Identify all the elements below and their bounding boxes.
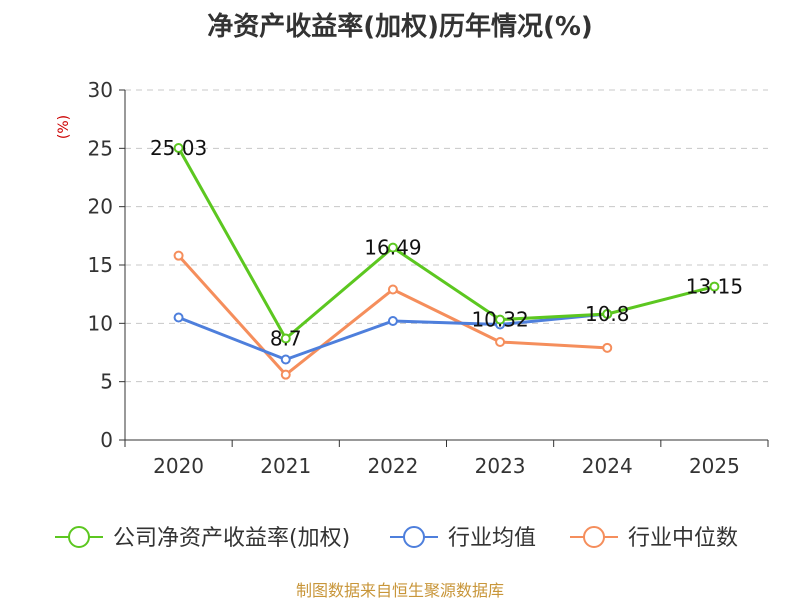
point-s1-2020 [173,312,184,323]
point-s2-2022 [387,284,398,295]
x-tick-label-2020: 2020 [153,454,204,478]
y-tick-label-5: 5 [100,370,113,394]
legend-label-2: 行业中位数 [628,526,738,551]
legend-item-0: 公司净资产收益率(加权) [55,526,350,551]
x-tick-label-2025: 2025 [689,454,740,478]
y-tick-label-25: 25 [88,136,113,160]
legend-marker-0 [68,526,90,548]
point-s0-2025 [709,281,720,292]
data-label-2025: 13.15 [686,275,743,299]
series-line-0 [177,147,715,340]
point-s1-2021 [280,354,291,365]
point-s0-2024 [602,309,613,319]
legend-item-2: 行业中位数 [570,526,738,551]
x-tick-label-2021: 2021 [260,454,311,478]
footer-source: 制图数据来自恒生聚源数据库 [295,581,504,600]
point-s2-2020 [173,250,184,261]
x-tick-label-2022: 2022 [367,454,418,478]
legend-marker-2 [583,526,605,548]
y-tick-label-30: 30 [88,78,113,102]
legend-item-1: 行业均值 [390,526,536,551]
legend-label-1: 行业均值 [448,526,536,551]
data-label-2020: 25.03 [150,136,207,160]
point-s1-2022 [387,316,398,326]
point-s0-2023 [495,314,506,325]
point-s0-2022 [387,242,398,253]
legend: 公司净资产收益率(加权) 行业均值 行业中位数 [55,526,738,551]
legend-marker-1 [403,526,425,548]
point-s0-2020 [173,142,184,153]
legend-label-0: 公司净资产收益率(加权) [113,526,350,551]
point-s2-2021 [280,369,291,380]
y-tick-label-10: 10 [88,311,113,335]
series [173,142,720,380]
y-tick-label-20: 20 [88,195,113,219]
point-s0-2021 [280,333,291,344]
point-s2-2024 [602,342,613,353]
data-label-2021: 8.7 [270,327,302,351]
y-tick-label-0: 0 [100,428,113,452]
data-label-2022: 16.49 [364,236,421,260]
chart-title: 净资产收益率(加权)历年情况(%) [207,12,593,42]
data-labels: 25.03 8.7 16.49 10.32 10.8 13.15 [150,136,743,351]
x-tick-label-2024: 2024 [582,454,633,478]
y-tick-label-15: 15 [88,253,113,277]
point-s2-2023 [495,337,506,347]
y-axis-label: (%) [56,115,72,139]
data-label-2024: 10.8 [585,302,630,326]
data-label-2023: 10.32 [471,308,528,332]
grid-lines [125,89,768,383]
x-tick-label-2023: 2023 [475,454,526,478]
series-line-2 [177,254,608,377]
